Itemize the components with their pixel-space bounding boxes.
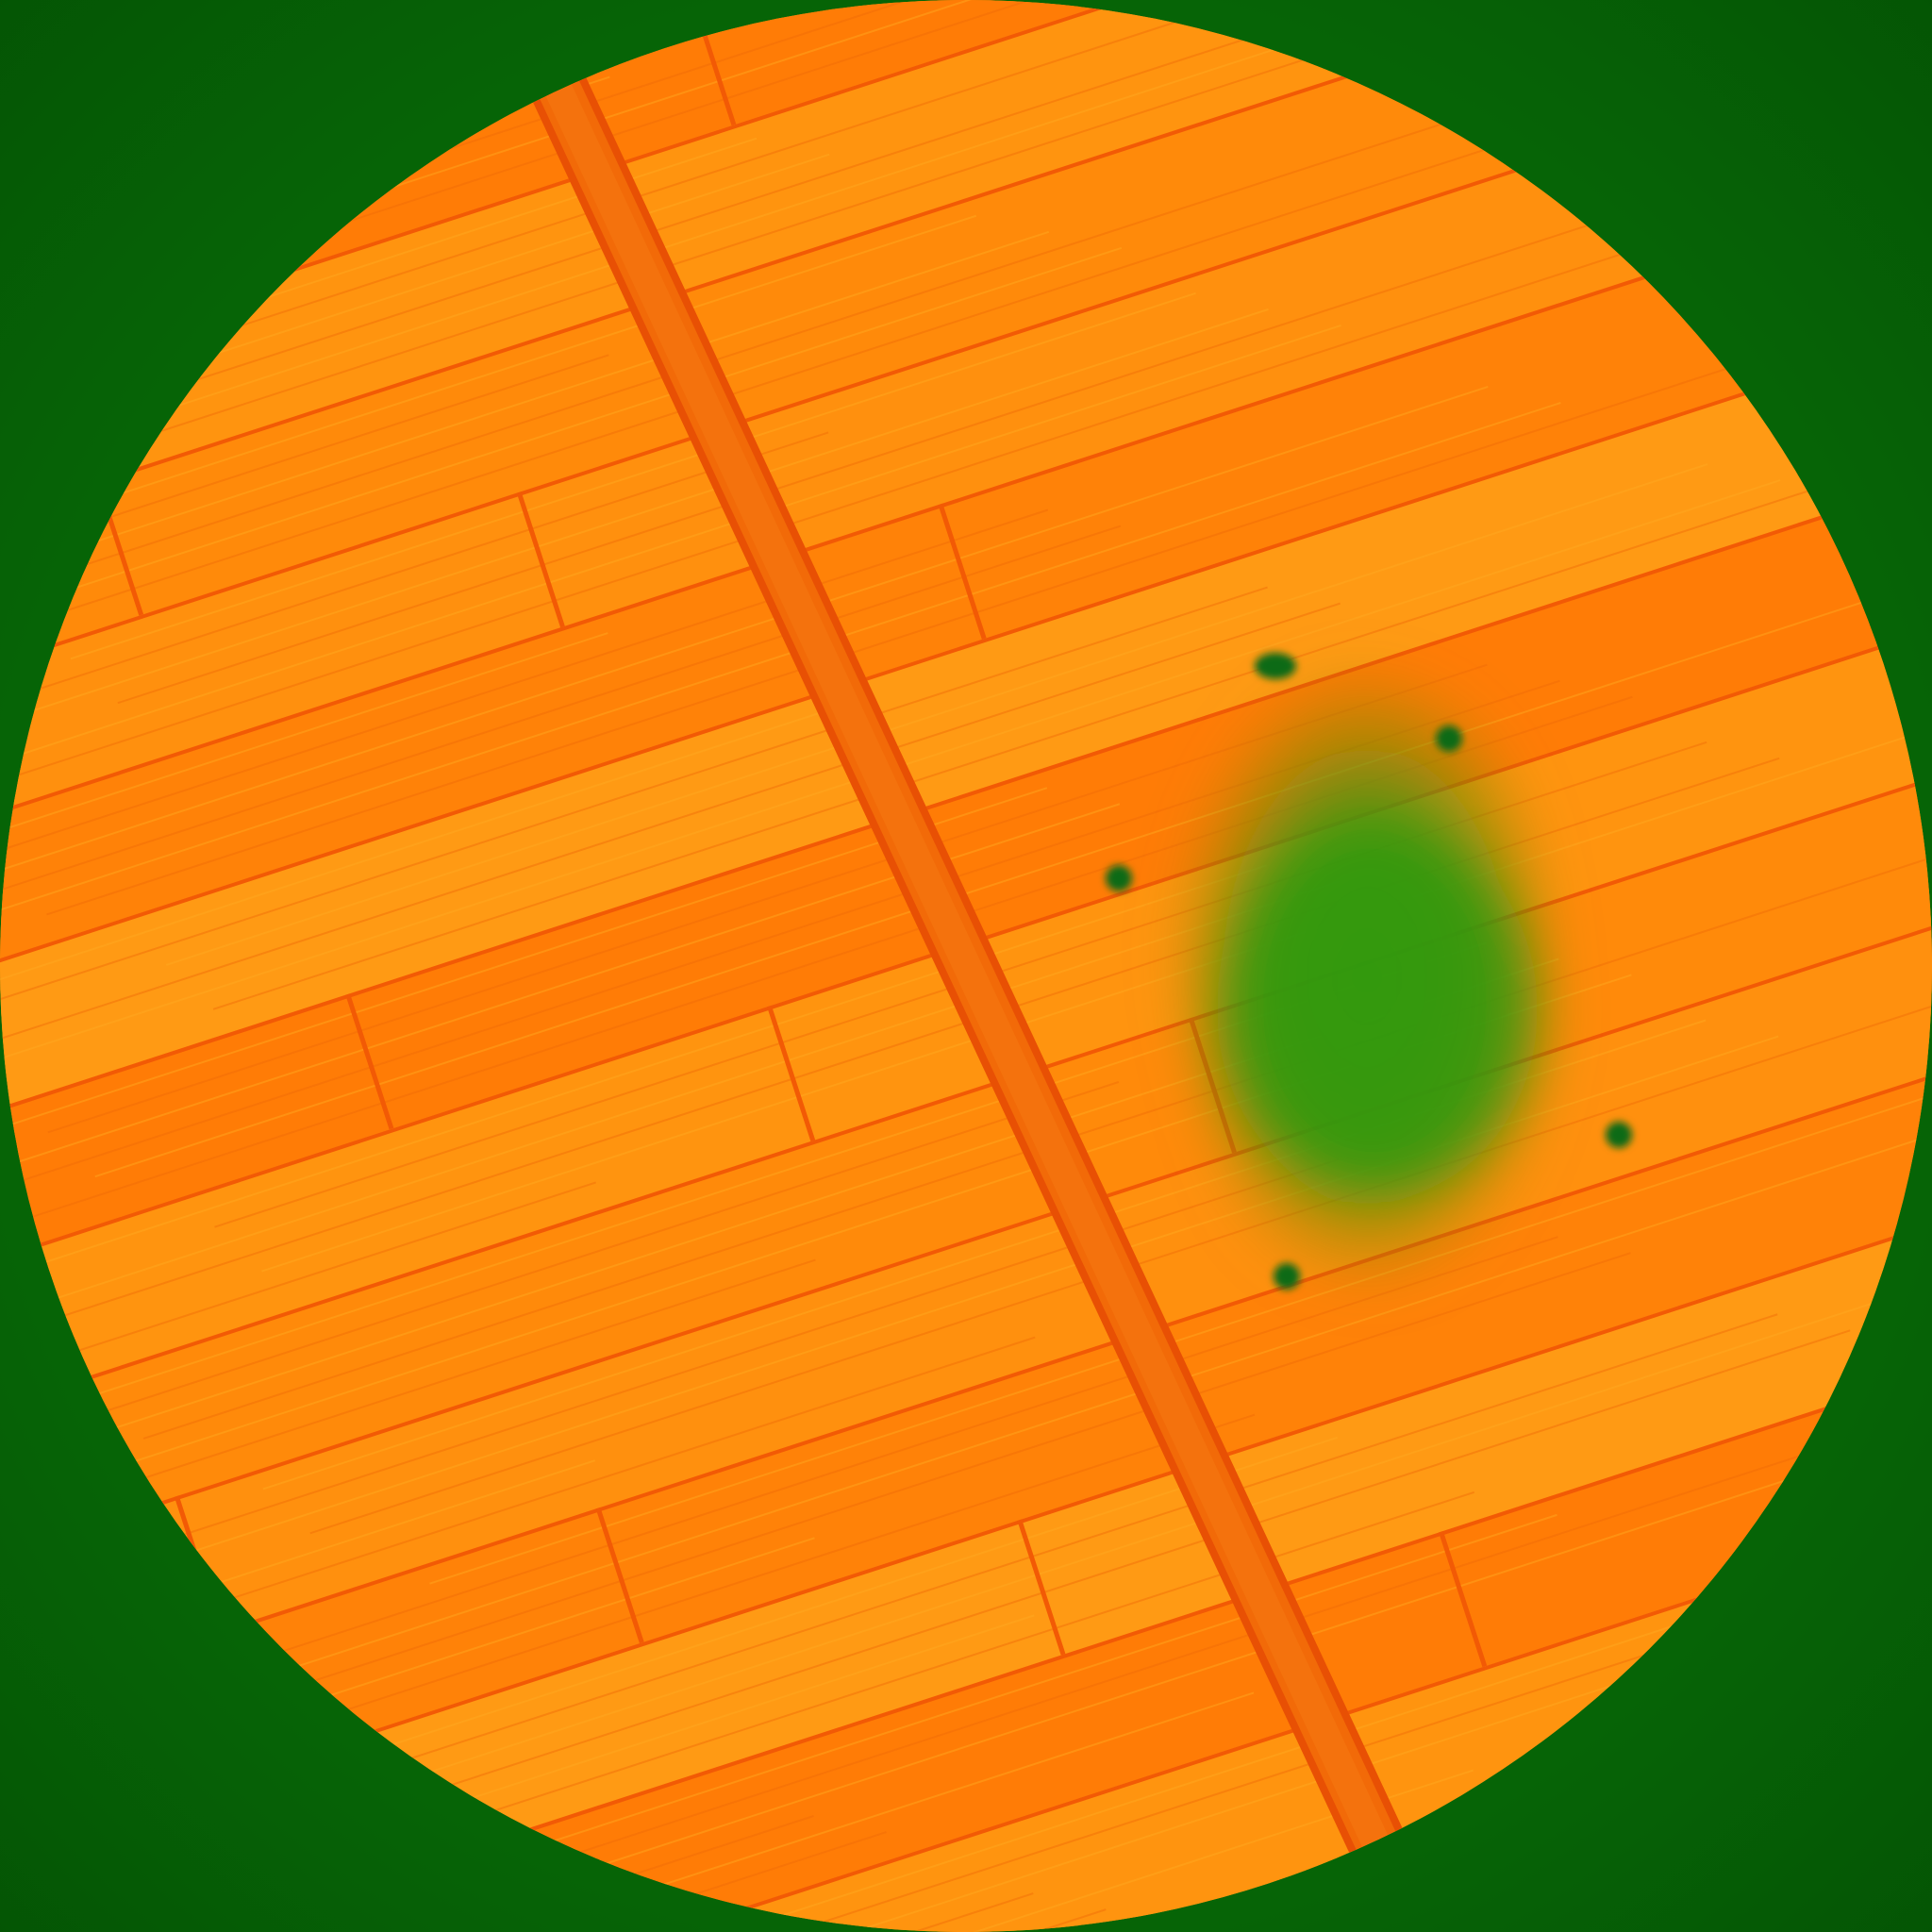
plank-joint xyxy=(345,993,394,1130)
plank-band xyxy=(0,321,1932,1419)
wood-grain xyxy=(0,1181,597,1462)
wood-grain xyxy=(122,1591,1777,1932)
wood-grain xyxy=(70,291,1196,660)
marker-dot xyxy=(1436,725,1462,752)
green-region xyxy=(1166,658,1568,1296)
wood-grain xyxy=(73,1313,1778,1870)
marker-dot xyxy=(1274,1263,1300,1290)
wood-grain xyxy=(0,46,1342,632)
plank-joint xyxy=(1439,1530,1488,1668)
wood-grain xyxy=(0,525,1122,1061)
wood-grain xyxy=(0,431,829,850)
wood-grain xyxy=(405,1491,1475,1840)
wood-grain xyxy=(0,695,1633,1368)
crossbeam xyxy=(413,0,1543,1932)
wood-grain xyxy=(0,201,1782,822)
plank-band xyxy=(0,0,1932,745)
plank-band xyxy=(0,52,1932,1149)
plank-band xyxy=(0,1128,1932,1932)
wood-grain xyxy=(0,324,1341,894)
wood-grain xyxy=(212,356,1932,1010)
marker-dot xyxy=(1255,653,1296,679)
wood-grain xyxy=(0,709,828,1112)
wood-grain xyxy=(46,278,1932,916)
plank-seam xyxy=(0,1263,1932,1932)
plank-joint xyxy=(767,1005,816,1141)
wood-grain xyxy=(239,1413,1256,1746)
plank-seam xyxy=(0,0,1932,614)
wood-grain xyxy=(0,679,1560,1251)
wood-grain xyxy=(0,880,1340,1418)
plank-seam xyxy=(0,52,1932,1018)
plank-band xyxy=(0,859,1932,1932)
wood-grain xyxy=(454,1769,1474,1932)
wood-grain xyxy=(240,1391,1932,1932)
wood-grain xyxy=(94,557,1932,1178)
wood-grain xyxy=(525,1267,1932,1891)
wood-grain xyxy=(358,1190,1932,1796)
wood-grain xyxy=(0,632,608,1017)
plank-band xyxy=(0,0,1932,611)
marker-dot xyxy=(1606,1122,1632,1148)
plank-seam xyxy=(0,321,1932,1288)
plank-band xyxy=(0,1263,1932,1932)
wood-grain xyxy=(0,787,1048,1207)
plank-joint xyxy=(516,491,565,628)
wood-grain xyxy=(0,958,1559,1512)
wood-grain xyxy=(0,308,1269,777)
wood-grain xyxy=(117,185,1709,705)
wood-grain xyxy=(429,1096,1926,1585)
wood-grain xyxy=(0,1081,1120,1586)
plank-joint xyxy=(1017,1519,1066,1656)
wood-grain xyxy=(47,663,1488,1134)
plank-joint xyxy=(938,503,987,640)
wood-grain xyxy=(0,803,1121,1324)
wood-grain xyxy=(192,1112,1932,1702)
wood-grain xyxy=(0,354,609,756)
plank-band xyxy=(0,186,1932,1284)
plank-joint xyxy=(595,1507,644,1644)
wood-grain xyxy=(0,864,1267,1301)
wood-grain xyxy=(0,108,1490,609)
wood-grain xyxy=(0,602,1341,1156)
wood-grain xyxy=(0,402,1561,989)
markers xyxy=(1106,653,1632,1290)
wood-grain xyxy=(0,214,977,565)
wood-grain xyxy=(95,941,1487,1396)
plank-seam xyxy=(0,186,1932,1153)
wood-grain xyxy=(72,1336,1036,1652)
wood-grain xyxy=(165,463,1708,966)
wood-grain xyxy=(0,386,1489,872)
marker-dot xyxy=(1106,865,1132,891)
wood-grain xyxy=(0,586,1268,1039)
wood-grain xyxy=(0,124,1562,726)
wood-grain xyxy=(0,508,1049,944)
